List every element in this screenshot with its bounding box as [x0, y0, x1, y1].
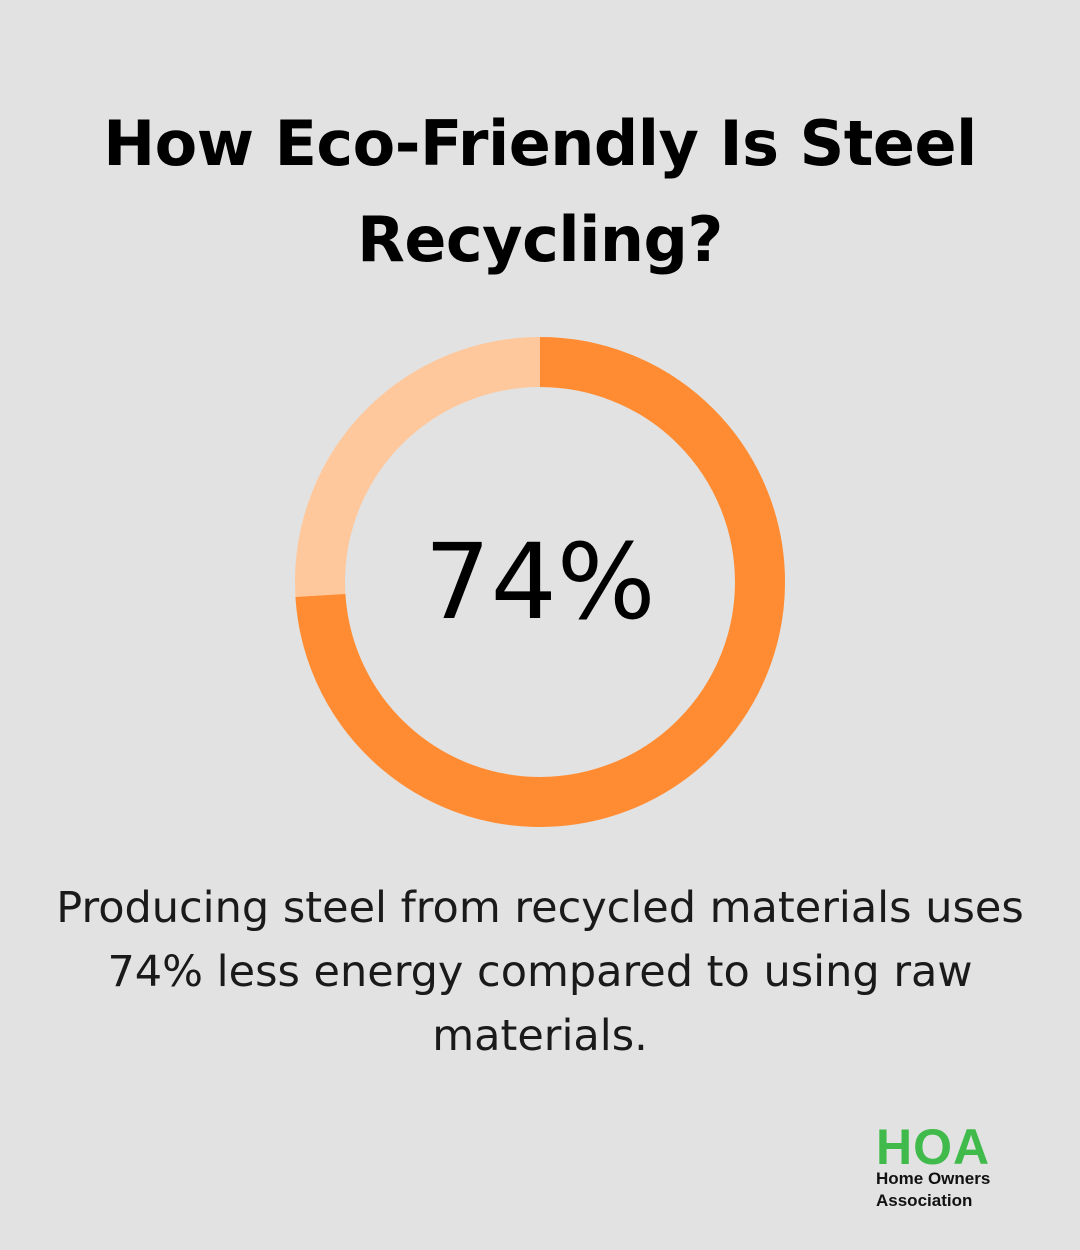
logo-line-2: Association — [876, 1191, 973, 1210]
description-text: Producing steel from recycled materials … — [56, 883, 1024, 1061]
donut-center-label: 74% — [424, 521, 656, 643]
hoa-logo: HOA Home Owners Association — [876, 1119, 1056, 1222]
donut-value-segment — [295, 337, 785, 827]
page-title: How Eco-Friendly Is Steel Recycling? — [103, 107, 977, 276]
logo-line-1: Home Owners — [876, 1169, 991, 1188]
logo-mark: HOA — [876, 1119, 991, 1175]
donut-chart — [295, 337, 785, 827]
